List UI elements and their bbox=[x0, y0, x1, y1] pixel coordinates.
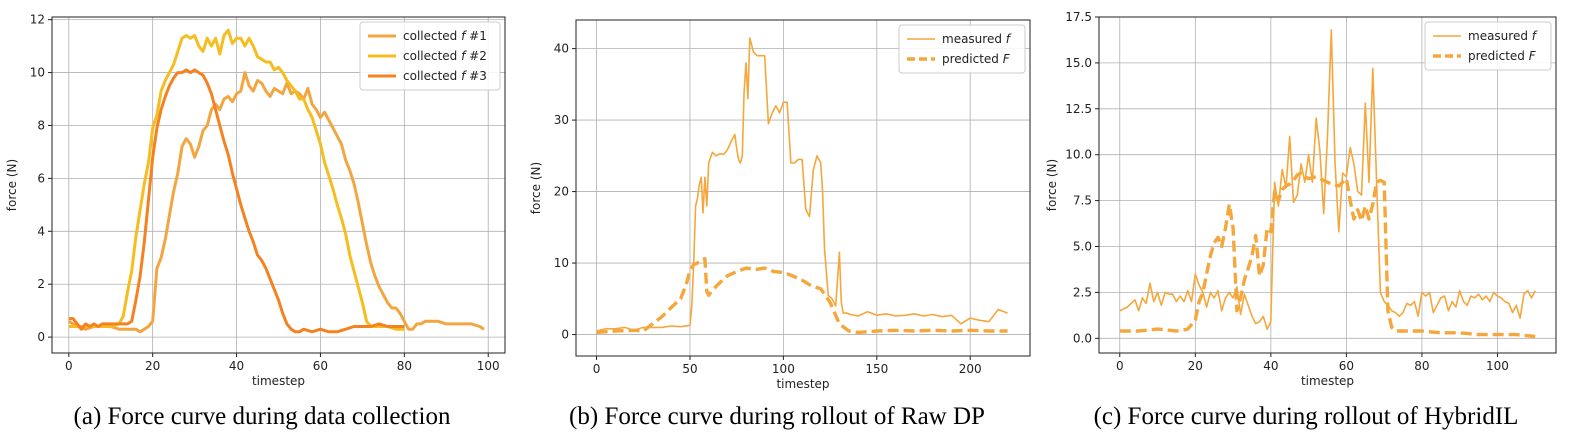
y-tick-label: 2.5 bbox=[1073, 285, 1092, 299]
y-tick-label: 40 bbox=[554, 42, 569, 56]
y-tick-label: 0.0 bbox=[1073, 331, 1092, 345]
figure-caption: (b) Force curve during rollout of Raw DP bbox=[569, 403, 985, 430]
legend-label: collected f #1 bbox=[403, 29, 487, 43]
y-axis-label: force (N) bbox=[529, 162, 543, 214]
x-tick-label: 0 bbox=[593, 362, 601, 376]
y-tick-label: 20 bbox=[554, 185, 569, 199]
legend-label: collected f #3 bbox=[403, 69, 487, 83]
x-axis-label: timestep bbox=[252, 374, 305, 388]
x-axis-label: timestep bbox=[1301, 374, 1354, 388]
chart-panel-2: 0 50 100 150 200 0 10 20 30 40 timestep force (N) me… bbox=[529, 19, 1031, 430]
series-line-collected-f-1 bbox=[68, 71, 485, 334]
y-tick-label: 8 bbox=[37, 118, 45, 132]
x-tick-label: 60 bbox=[313, 359, 328, 373]
y-tick-label: 2 bbox=[37, 277, 45, 291]
x-tick-label: 100 bbox=[1486, 359, 1509, 373]
x-tick-label: 100 bbox=[477, 359, 500, 373]
legend-label: measured f bbox=[1468, 29, 1538, 43]
y-tick-label: 30 bbox=[554, 113, 569, 127]
x-tick-label: 150 bbox=[865, 362, 888, 376]
y-tick-label: 17.5 bbox=[1065, 10, 1092, 24]
plot-frame bbox=[51, 16, 506, 354]
legend: measured f predicted F bbox=[1424, 21, 1552, 71]
y-tick-label: 7.5 bbox=[1073, 194, 1092, 208]
x-tick-label: 100 bbox=[772, 362, 795, 376]
x-tick-label: 0 bbox=[65, 359, 73, 373]
legend-box bbox=[359, 21, 501, 91]
y-axis-label: force (N) bbox=[1045, 159, 1059, 211]
chart-panel-1: 0 20 40 60 80 100 0 2 4 6 8 10 12 timestep force (N) co… bbox=[5, 13, 506, 430]
legend: collected f #1 collected f #2 collected f … bbox=[359, 21, 501, 91]
x-axis-label: timestep bbox=[776, 377, 829, 391]
x-tick-label: 20 bbox=[1188, 359, 1203, 373]
y-tick-label: 10.0 bbox=[1065, 148, 1092, 162]
plot-frame bbox=[575, 19, 1031, 357]
x-tick-label: 50 bbox=[682, 362, 697, 376]
legend-label: collected f #2 bbox=[403, 49, 487, 63]
y-tick-label: 12 bbox=[30, 13, 45, 27]
legend-label: predicted F bbox=[1468, 49, 1537, 63]
y-tick-label: 10 bbox=[30, 66, 45, 80]
y-tick-label: 5.0 bbox=[1073, 240, 1092, 254]
legend-box bbox=[898, 24, 1026, 74]
x-tick-label: 200 bbox=[959, 362, 982, 376]
series-line-collected-f-2 bbox=[68, 28, 405, 331]
legend-label: measured f bbox=[942, 32, 1012, 46]
legend-box bbox=[1424, 21, 1552, 71]
series-line-measured-f bbox=[1119, 29, 1536, 330]
y-tick-label: 0 bbox=[37, 330, 45, 344]
x-tick-label: 40 bbox=[1263, 359, 1278, 373]
figure-caption: (a) Force curve during data collection bbox=[74, 403, 451, 430]
legend: measured f predicted F bbox=[898, 24, 1026, 74]
x-tick-label: 0 bbox=[1116, 359, 1124, 373]
x-tick-label: 40 bbox=[229, 359, 244, 373]
chart-panel-3: 0 20 40 60 80 100 0.0 2.5 5.0 7.5 10.0 12.5 15.0 17.5… bbox=[1045, 10, 1557, 430]
figure-caption: (c) Force curve during rollout of Hybrid… bbox=[1094, 403, 1519, 430]
plot-frame bbox=[1098, 16, 1557, 354]
x-tick-label: 80 bbox=[397, 359, 412, 373]
x-tick-label: 20 bbox=[145, 359, 160, 373]
y-tick-label: 12.5 bbox=[1065, 102, 1092, 116]
series-line-predicted-f bbox=[1119, 171, 1536, 339]
legend-label: predicted F bbox=[942, 52, 1011, 66]
series-line-predicted-f bbox=[596, 257, 1008, 335]
y-axis-label: force (N) bbox=[5, 159, 19, 211]
y-tick-label: 10 bbox=[554, 256, 569, 270]
y-tick-label: 6 bbox=[37, 171, 45, 185]
y-tick-label: 15.0 bbox=[1065, 56, 1092, 70]
y-tick-label: 4 bbox=[37, 224, 45, 238]
y-tick-label: 0 bbox=[561, 328, 569, 342]
series-line-measured-f bbox=[596, 37, 1008, 332]
series-line-collected-f-3 bbox=[68, 68, 405, 334]
x-tick-label: 80 bbox=[1414, 359, 1429, 373]
x-tick-label: 60 bbox=[1339, 359, 1354, 373]
